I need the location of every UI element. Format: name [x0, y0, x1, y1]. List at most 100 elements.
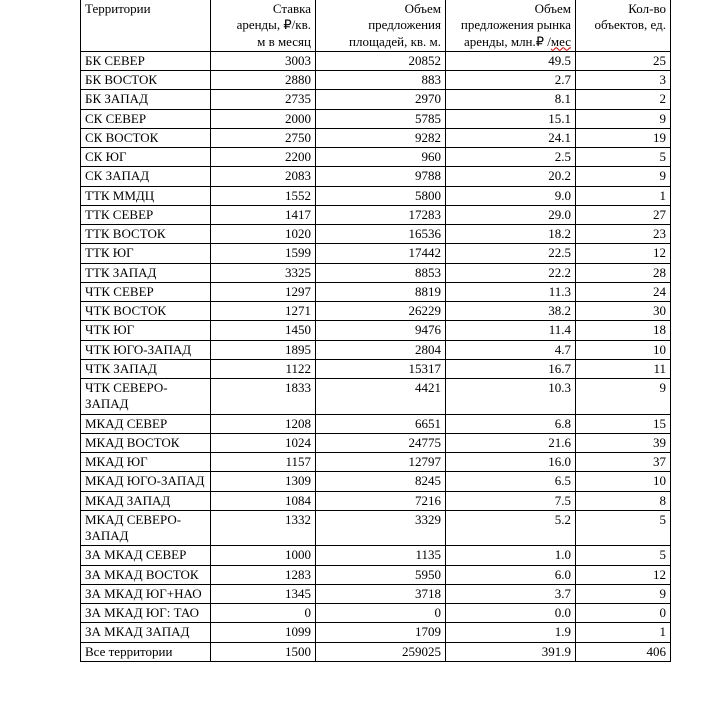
cell-area: 8819: [316, 282, 446, 301]
cell-volume: 22.2: [446, 263, 576, 282]
cell-territory: МКАД СЕВЕР: [81, 414, 211, 433]
cell-volume: 11.3: [446, 282, 576, 301]
cell-area: 0: [316, 604, 446, 623]
cell-territory: СК ЮГ: [81, 148, 211, 167]
cell-area: 15317: [316, 359, 446, 378]
cell-count: 12: [576, 244, 671, 263]
cell-territory: ТТК ВОСТОК: [81, 225, 211, 244]
cell-territory: ТТК ЮГ: [81, 244, 211, 263]
cell-rate: 3325: [211, 263, 316, 282]
cell-count: 39: [576, 433, 671, 452]
cell-volume: 20.2: [446, 167, 576, 186]
table-row: ЧТК ЮГО-ЗАПАД189528044.710: [81, 340, 671, 359]
cell-volume: 22.5: [446, 244, 576, 263]
cell-area: 17442: [316, 244, 446, 263]
table-row: МКАД ЮГ11571279716.037: [81, 453, 671, 472]
cell-rate: 1099: [211, 623, 316, 642]
cell-count: 5: [576, 546, 671, 565]
cell-rate: 1024: [211, 433, 316, 452]
cell-territory: СК ВОСТОК: [81, 128, 211, 147]
cell-area: 9788: [316, 167, 446, 186]
cell-volume: 1.9: [446, 623, 576, 642]
cell-territory: СК СЕВЕР: [81, 109, 211, 128]
cell-volume: 38.2: [446, 302, 576, 321]
table-row: СК ЗАПАД2083978820.29: [81, 167, 671, 186]
col-header-volume: Объемпредложения рынкааренды, млн.₽ /мес: [446, 0, 576, 51]
table-row: МКАД СЕВЕР120866516.815: [81, 414, 671, 433]
cell-volume: 18.2: [446, 225, 576, 244]
table-row: ТТК ЮГ15991744222.512: [81, 244, 671, 263]
cell-volume: 0.0: [446, 604, 576, 623]
cell-area: 12797: [316, 453, 446, 472]
cell-volume: 8.1: [446, 90, 576, 109]
cell-count: 10: [576, 340, 671, 359]
cell-rate: 1332: [211, 510, 316, 546]
cell-volume: 16.0: [446, 453, 576, 472]
table-row: ТТК ВОСТОК10201653618.223: [81, 225, 671, 244]
cell-rate: 1208: [211, 414, 316, 433]
cell-count: 37: [576, 453, 671, 472]
cell-volume: 16.7: [446, 359, 576, 378]
cell-rate: 2880: [211, 71, 316, 90]
cell-rate: 2000: [211, 109, 316, 128]
cell-territory: МКАД ЮГО-ЗАПАД: [81, 472, 211, 491]
cell-area: 2970: [316, 90, 446, 109]
cell-count: 2: [576, 90, 671, 109]
cell-area: 5950: [316, 565, 446, 584]
cell-territory: БК ЗАПАД: [81, 90, 211, 109]
table-row: БК ВОСТОК28808832.73: [81, 71, 671, 90]
cell-rate: 1122: [211, 359, 316, 378]
table-row: ЗА МКАД СЕВЕР100011351.05: [81, 546, 671, 565]
cell-rate: 1000: [211, 546, 316, 565]
cell-rate: 2735: [211, 90, 316, 109]
table-header: Территории Ставкааренды, ₽/кв.м в месяц …: [81, 0, 671, 51]
col-header-area: Объемпредложенияплощадей, кв. м.: [316, 0, 446, 51]
cell-territory: МКАД ЮГ: [81, 453, 211, 472]
cell-volume: 6.8: [446, 414, 576, 433]
rental-market-table: Территории Ставкааренды, ₽/кв.м в месяц …: [80, 0, 671, 662]
cell-area: 24775: [316, 433, 446, 452]
cell-volume: 6.0: [446, 565, 576, 584]
cell-area: 5800: [316, 186, 446, 205]
cell-area: 3718: [316, 584, 446, 603]
cell-count: 9: [576, 109, 671, 128]
table-row: ЧТК ВОСТОК12712622938.230: [81, 302, 671, 321]
cell-area: 8245: [316, 472, 446, 491]
table-row: ЗА МКАД ЗАПАД109917091.91: [81, 623, 671, 642]
cell-count: 8: [576, 491, 671, 510]
cell-area: 9282: [316, 128, 446, 147]
cell-rate: 1599: [211, 244, 316, 263]
cell-territory: ЗА МКАД ВОСТОК: [81, 565, 211, 584]
cell-territory: ЧТК ЮГО-ЗАПАД: [81, 340, 211, 359]
cell-area: 6651: [316, 414, 446, 433]
cell-volume: 4.7: [446, 340, 576, 359]
cell-rate: 3003: [211, 51, 316, 70]
cell-count: 10: [576, 472, 671, 491]
table-row: СК ВОСТОК2750928224.119: [81, 128, 671, 147]
cell-territory: ТТК ЗАПАД: [81, 263, 211, 282]
cell-volume: 11.4: [446, 321, 576, 340]
cell-territory: МКАД ВОСТОК: [81, 433, 211, 452]
cell-count: 406: [576, 642, 671, 661]
table-row: МКАД СЕВЕРО-ЗАПАД133233295.25: [81, 510, 671, 546]
cell-territory: ЧТК ЗАПАД: [81, 359, 211, 378]
cell-territory: Все территории: [81, 642, 211, 661]
cell-volume: 21.6: [446, 433, 576, 452]
col-header-rate: Ставкааренды, ₽/кв.м в месяц: [211, 0, 316, 51]
table-row: ЧТК ЗАПАД11221531716.711: [81, 359, 671, 378]
cell-territory: БК СЕВЕР: [81, 51, 211, 70]
cell-rate: 1500: [211, 642, 316, 661]
cell-count: 3: [576, 71, 671, 90]
cell-territory: МКАД ЗАПАД: [81, 491, 211, 510]
cell-count: 19: [576, 128, 671, 147]
cell-territory: БК ВОСТОК: [81, 71, 211, 90]
cell-count: 25: [576, 51, 671, 70]
table-row: МКАД ЗАПАД108472167.58: [81, 491, 671, 510]
cell-territory: ЧТК СЕВЕРО-ЗАПАД: [81, 379, 211, 415]
cell-rate: 1417: [211, 205, 316, 224]
cell-count: 1: [576, 186, 671, 205]
cell-rate: 1833: [211, 379, 316, 415]
cell-territory: ЧТК СЕВЕР: [81, 282, 211, 301]
table-row: Все территории1500259025391.9406: [81, 642, 671, 661]
table-row: ЧТК СЕВЕРО-ЗАПАД1833442110.39: [81, 379, 671, 415]
